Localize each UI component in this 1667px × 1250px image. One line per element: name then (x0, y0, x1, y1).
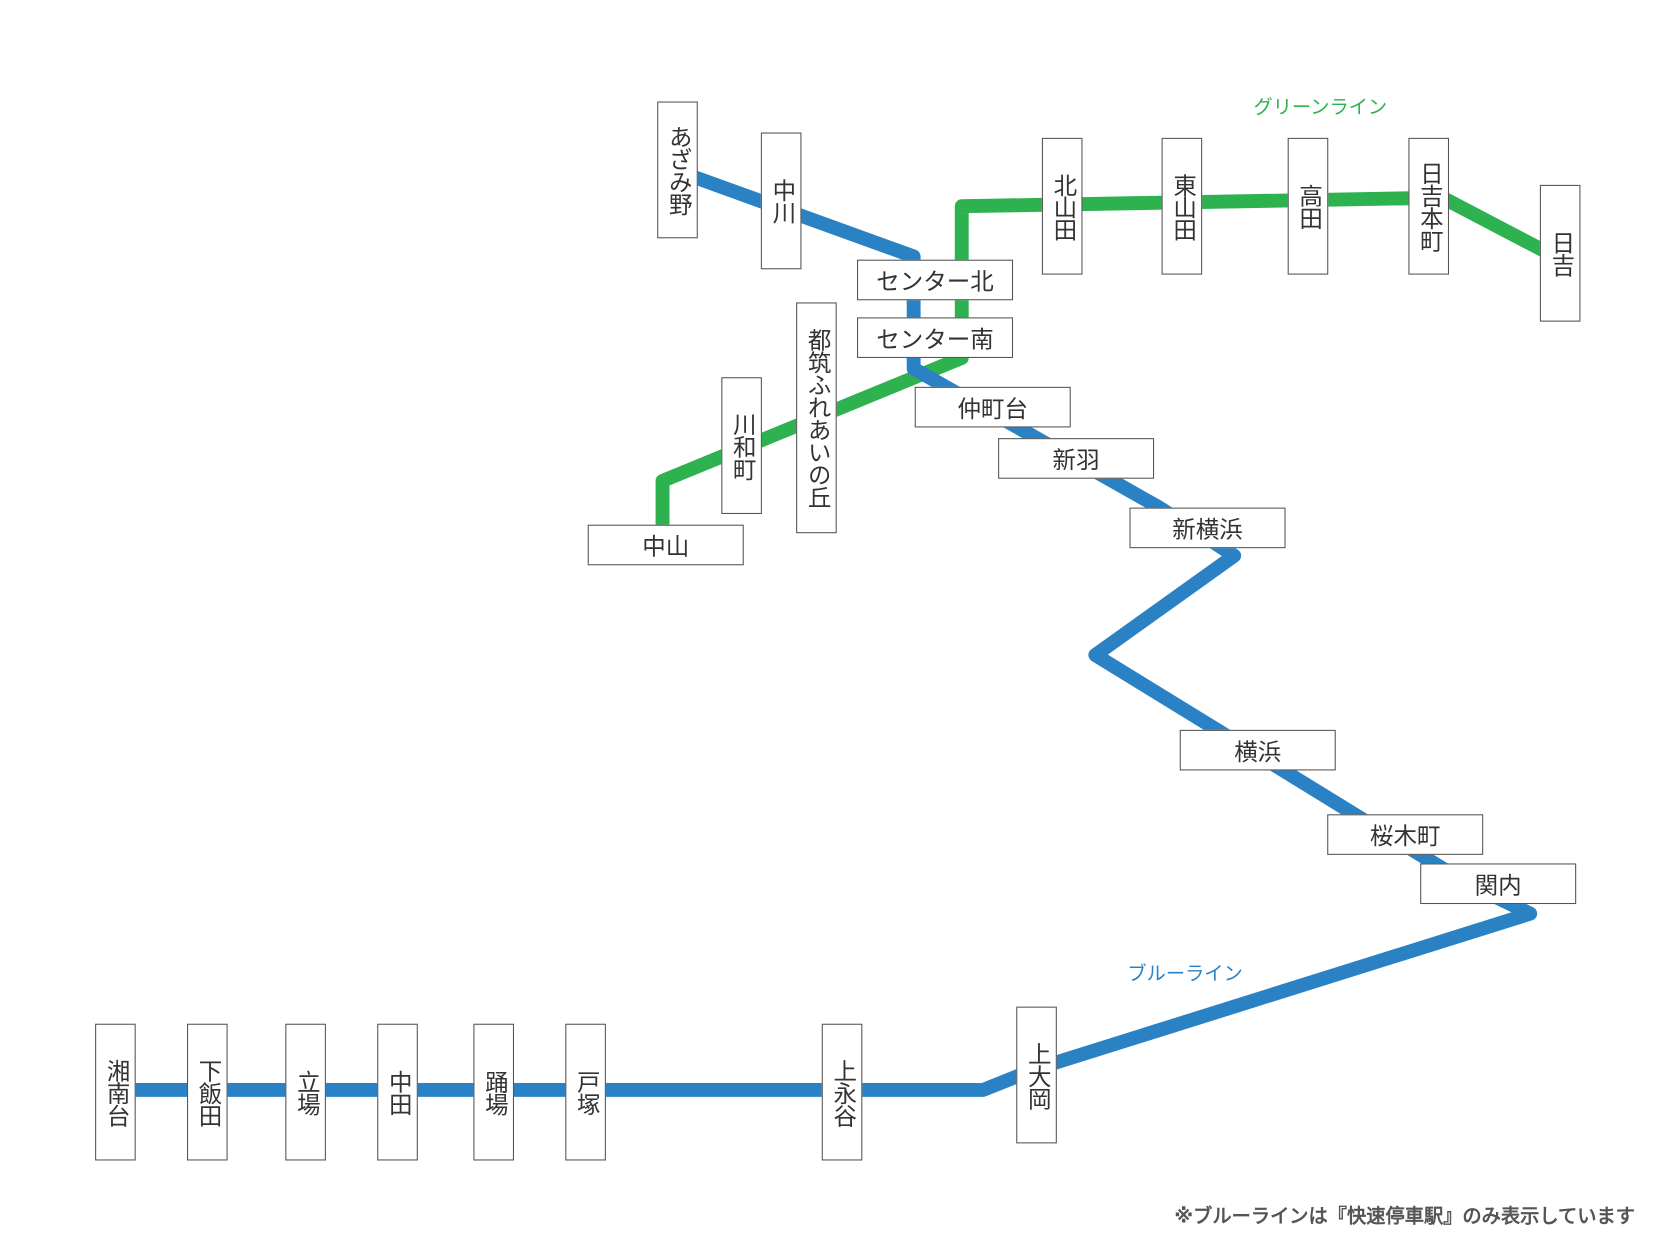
station-name: 都筑ふれあいの丘 (803, 328, 831, 508)
station-name: 日吉 (1547, 230, 1575, 276)
station-box: 日吉 (1539, 184, 1581, 322)
station-name: センター北 (876, 269, 994, 297)
station-name: 立場 (292, 1069, 320, 1115)
station-box: 都筑ふれあいの丘 (796, 302, 837, 534)
green-line-label: グリーンライン (1253, 96, 1388, 119)
station-name: 日吉本町 (1415, 161, 1443, 252)
station-name: 中田 (384, 1069, 412, 1115)
station-name: 北山田 (1049, 172, 1077, 240)
station-name: 新横浜 (1172, 517, 1243, 544)
station-box: 上大岡 (1016, 1006, 1057, 1144)
station-box: 立場 (285, 1023, 326, 1161)
station-name: 桜木町 (1369, 823, 1441, 851)
station-name: 仲町台 (957, 396, 1028, 424)
station-box: センター南 (857, 317, 1014, 358)
footnote: ※ブルーラインは『快速停車駅』のみ表示しています (1174, 1205, 1635, 1228)
blue-line-label: ブルーライン (1127, 962, 1243, 986)
station-box: 中田 (377, 1023, 418, 1161)
station-name: あざみ野 (664, 125, 692, 215)
station-box: 仲町台 (914, 386, 1071, 428)
station-box: 湘南台 (95, 1023, 136, 1161)
station-name: 川和町 (728, 411, 756, 480)
station-box: 中山 (587, 524, 744, 566)
station-box: 北山田 (1041, 137, 1083, 275)
station-name: 踊場 (480, 1069, 508, 1115)
station-name: 戸塚 (572, 1069, 600, 1115)
station-name: 横浜 (1234, 739, 1282, 767)
station-box: 中川 (760, 132, 802, 270)
station-box: 高田 (1287, 137, 1329, 275)
station-box: 新横浜 (1129, 507, 1286, 549)
station-box: 桜木町 (1327, 814, 1484, 855)
station-box: 東山田 (1161, 137, 1203, 275)
station-box: センター北 (857, 259, 1014, 301)
station-name: 高田 (1295, 183, 1322, 229)
station-box: 日吉本町 (1408, 137, 1450, 275)
station-name: 新羽 (1052, 447, 1100, 475)
station-name: 上永谷 (829, 1058, 856, 1126)
station-name: 上大岡 (1023, 1041, 1051, 1109)
station-name: 関内 (1474, 873, 1522, 900)
station-box: 新羽 (998, 438, 1155, 479)
station-box: 上永谷 (821, 1023, 863, 1161)
station-name: 下飯田 (194, 1058, 222, 1126)
station-box: 川和町 (721, 377, 762, 514)
station-name: 東山田 (1169, 172, 1196, 240)
station-box: 関内 (1420, 863, 1577, 905)
station-box: あざみ野 (657, 101, 698, 239)
station-box: 戸塚 (565, 1023, 606, 1161)
station-box: 踊場 (473, 1023, 514, 1161)
station-name: 中川 (768, 178, 796, 224)
station-name: 中山 (642, 534, 690, 562)
station-box: 横浜 (1179, 729, 1336, 771)
station-box: 下飯田 (187, 1023, 228, 1161)
station-name: 湘南台 (102, 1058, 130, 1126)
station-name: センター南 (876, 326, 994, 354)
